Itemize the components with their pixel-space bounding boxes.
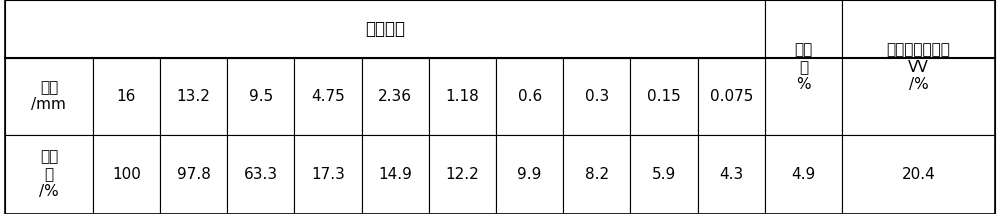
Text: 设计级配: 设计级配 <box>365 20 405 38</box>
Text: 9.5: 9.5 <box>249 89 273 104</box>
Text: 63.3: 63.3 <box>244 167 278 182</box>
Bar <box>294 135 362 214</box>
Text: 13.2: 13.2 <box>177 89 211 104</box>
Text: 通过
率
/%: 通过 率 /% <box>39 150 59 199</box>
Text: 9.9: 9.9 <box>517 167 542 182</box>
Text: 4.3: 4.3 <box>719 167 743 182</box>
Text: 97.8: 97.8 <box>177 167 211 182</box>
Text: 5.9: 5.9 <box>652 167 676 182</box>
Text: 1.18: 1.18 <box>446 89 479 104</box>
Bar <box>429 58 496 135</box>
Text: 0.3: 0.3 <box>585 89 609 104</box>
Text: 筛孔
/mm: 筛孔 /mm <box>31 80 66 113</box>
Bar <box>842 135 995 214</box>
Text: 8.2: 8.2 <box>585 167 609 182</box>
Text: 20.4: 20.4 <box>902 167 935 182</box>
Text: 目标设计空隙率
VV
/%: 目标设计空隙率 VV /% <box>887 43 950 92</box>
Bar <box>227 58 294 135</box>
Bar <box>496 135 563 214</box>
Text: 0.6: 0.6 <box>518 89 542 104</box>
Bar <box>227 135 294 214</box>
Text: 12.2: 12.2 <box>446 167 479 182</box>
Bar <box>630 58 698 135</box>
Text: 16: 16 <box>117 89 136 104</box>
Bar <box>93 58 160 135</box>
Text: 14.9: 14.9 <box>378 167 412 182</box>
Bar <box>160 58 227 135</box>
Bar <box>362 135 429 214</box>
Text: 4.75: 4.75 <box>311 89 345 104</box>
Bar <box>5 58 93 135</box>
Bar <box>294 58 362 135</box>
Bar <box>765 135 842 214</box>
Text: 0.15: 0.15 <box>647 89 681 104</box>
Bar <box>698 135 765 214</box>
Text: 0.075: 0.075 <box>710 89 753 104</box>
Text: 油石
比
%: 油石 比 % <box>794 43 813 92</box>
Bar <box>563 135 630 214</box>
Bar <box>93 135 160 214</box>
Text: 2.36: 2.36 <box>378 89 412 104</box>
Bar <box>362 58 429 135</box>
Bar <box>765 0 842 135</box>
Text: 100: 100 <box>112 167 141 182</box>
Bar <box>630 135 698 214</box>
Bar <box>5 0 765 58</box>
Bar <box>698 58 765 135</box>
Bar <box>429 135 496 214</box>
Bar <box>5 135 93 214</box>
Bar <box>160 135 227 214</box>
Bar <box>496 58 563 135</box>
Text: 4.9: 4.9 <box>791 167 816 182</box>
Bar <box>563 58 630 135</box>
Text: 17.3: 17.3 <box>311 167 345 182</box>
Bar <box>842 0 995 135</box>
